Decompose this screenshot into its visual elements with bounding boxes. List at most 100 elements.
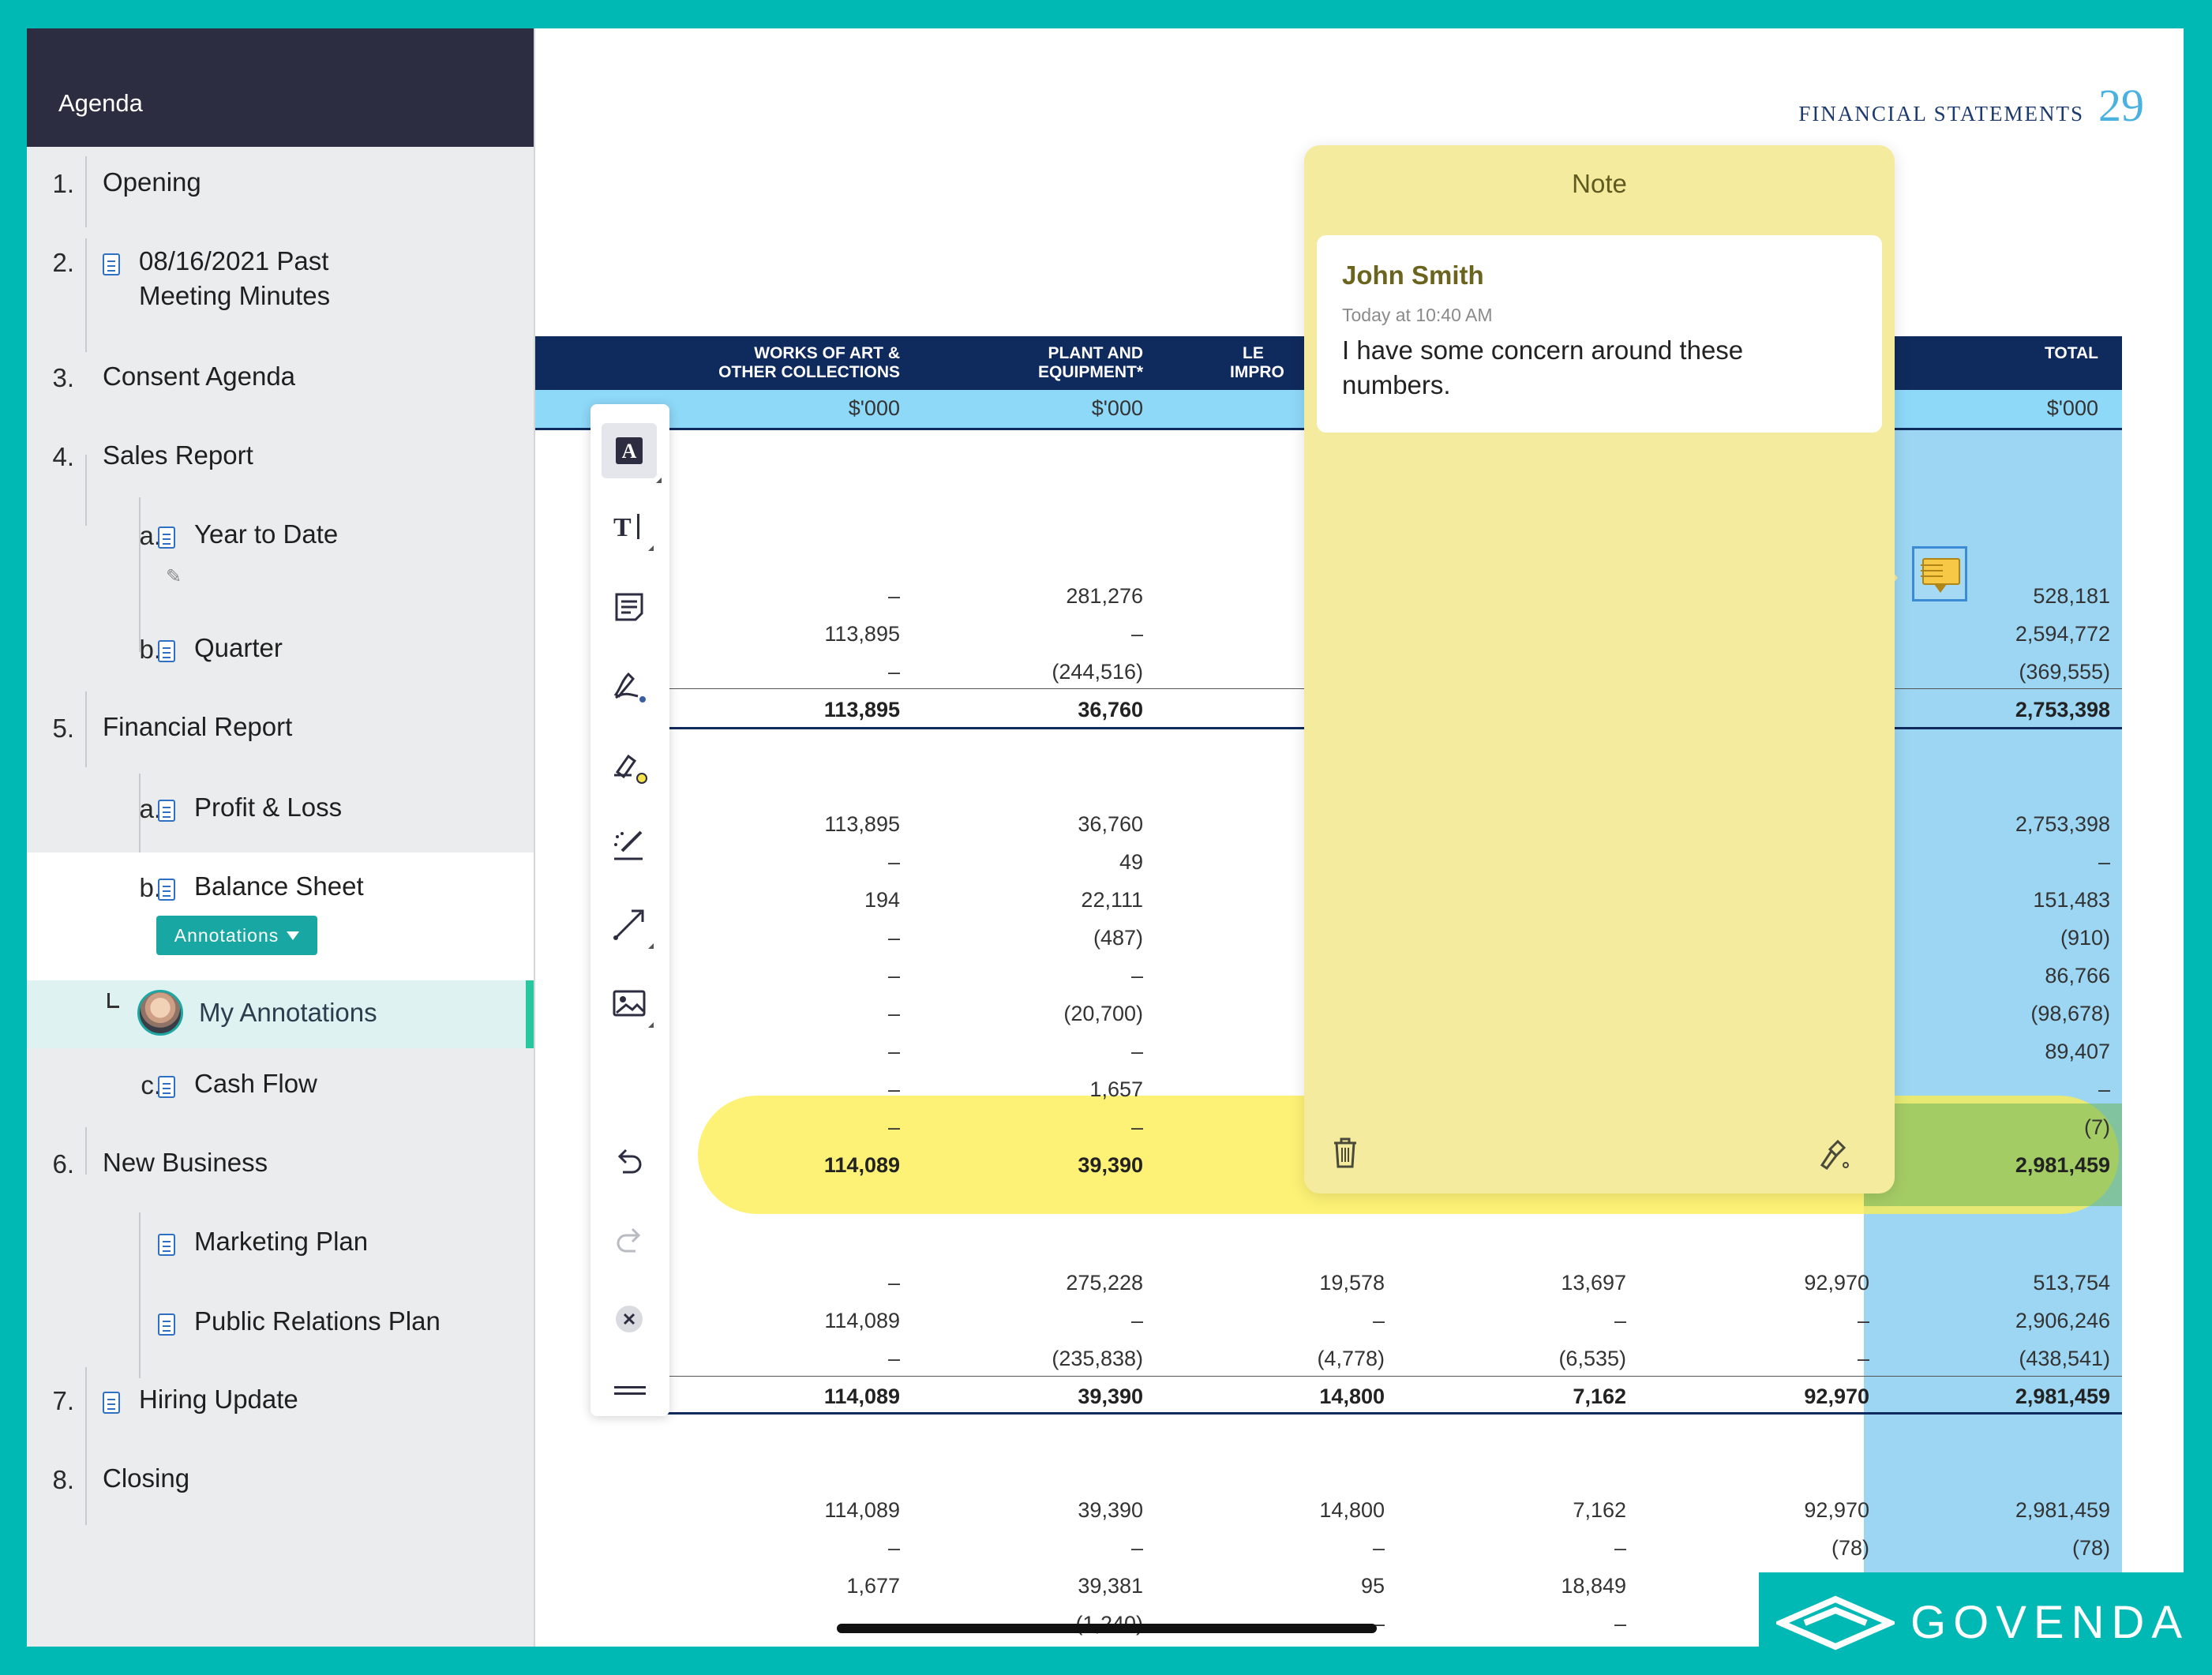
table-cell: 2,594,772 (2015, 622, 2110, 646)
redo-icon (617, 1227, 641, 1253)
table-cell: 1,657 (1089, 1077, 1143, 1101)
table-cell: (235,838) (1052, 1347, 1143, 1370)
annotation-toolbar: A T (590, 404, 669, 1416)
image-tool[interactable] (609, 984, 654, 1028)
table-cell: – (1130, 1115, 1143, 1139)
table-cell: 95 (1360, 1574, 1385, 1598)
table-cell: – (887, 1040, 900, 1063)
clear-button[interactable] (609, 1299, 649, 1339)
highlighter-tool[interactable] (609, 747, 649, 786)
tree-line (85, 455, 87, 526)
color-picker-icon[interactable] (1816, 1135, 1850, 1170)
item-label: Opening (103, 167, 201, 197)
table-cell: 2,981,459 (2015, 1385, 2110, 1408)
item-number: 2. (52, 248, 74, 277)
text-style-tool[interactable]: A (602, 423, 662, 483)
table-cell: 513,754 (2033, 1271, 2110, 1295)
column-header: WORKS OF ART & OTHER COLLECTIONS (654, 344, 900, 382)
table-cell: 7,162 (1573, 1385, 1626, 1408)
table-cell: (910) (2060, 926, 2110, 950)
submenu-corner (648, 545, 654, 551)
item-label: Balance Sheet (194, 871, 364, 901)
annotations-dropdown-button[interactable]: Annotations (156, 916, 317, 955)
table-cell: (78) (2071, 1536, 2110, 1560)
unit-label: $'000 (2046, 396, 2098, 420)
item-letter: b. (139, 873, 161, 902)
item-label: Financial Report (103, 712, 293, 741)
table-cell: 36,760 (1078, 812, 1143, 836)
item-label: Year to Date (194, 519, 339, 549)
table-cell: 92,970 (1804, 1498, 1869, 1522)
column-header-line: OTHER COLLECTIONS (718, 363, 900, 381)
table-cell: 22,111 (1081, 888, 1143, 912)
table-cell: 39,390 (1078, 1498, 1143, 1522)
note-author: John Smith (1342, 260, 1484, 290)
submenu-corner (656, 478, 662, 483)
eraser-icon (614, 830, 643, 860)
sidebar-item-my-annotations[interactable] (27, 980, 534, 1048)
sidebar-title: Agenda (58, 89, 143, 117)
eraser-tool[interactable] (609, 826, 649, 865)
note-marker-icon[interactable] (1912, 546, 1967, 601)
table-cell: – (887, 1115, 900, 1139)
line-tool[interactable] (609, 905, 654, 949)
table-cell: (98,678) (2030, 1002, 2110, 1025)
tree-line (139, 497, 141, 652)
annotations-button-label: Annotations (174, 924, 279, 946)
table-cell: 89,407 (2045, 1040, 2110, 1063)
line-icon (613, 909, 644, 940)
note-line (1921, 575, 1943, 577)
note-text[interactable]: I have some concern around these numbers… (1342, 335, 1744, 399)
table-cell: 2,981,459 (2015, 1498, 2110, 1522)
document-icon (158, 1313, 175, 1336)
item-number: 7. (52, 1386, 74, 1415)
image-icon (613, 990, 646, 1017)
note-icon (615, 593, 643, 621)
submenu-corner (648, 943, 654, 949)
menu-icon[interactable] (614, 1386, 646, 1388)
table-cell: – (1130, 1536, 1143, 1560)
item-label: Cash Flow (194, 1069, 317, 1098)
svg-text:A: A (622, 440, 637, 463)
brand-logo-box (1759, 1572, 2212, 1675)
note-tool[interactable] (609, 587, 649, 627)
unit-label: $'000 (1091, 396, 1143, 420)
note-card[interactable]: John Smith Today at 10:40 AM I have some… (1317, 235, 1882, 433)
text-insert-tool[interactable]: T (609, 507, 654, 551)
table-cell: – (1130, 1040, 1143, 1063)
note-title: Note (1572, 169, 1627, 198)
note-line (1921, 564, 1943, 566)
item-number: 8. (52, 1465, 74, 1494)
submenu-corner (648, 1022, 654, 1028)
table-cell: 92,970 (1804, 1271, 1869, 1295)
column-header-line: EQUIPMENT* (1037, 363, 1143, 381)
table-cell: 528,181 (2033, 584, 2110, 608)
table-cell: – (1130, 622, 1143, 646)
table-cell: 114,089 (823, 1385, 900, 1408)
clear-icon (616, 1306, 643, 1332)
table-cell: 113,895 (824, 622, 900, 646)
table-cell: – (887, 964, 900, 987)
trash-icon[interactable] (1329, 1135, 1361, 1170)
table-cell: 114,089 (824, 1309, 900, 1332)
document-icon (103, 253, 120, 275)
undo-button[interactable] (609, 1141, 649, 1181)
table-cell: (78) (1831, 1536, 1869, 1560)
table-cell: 1,677 (846, 1574, 900, 1598)
item-number: 4. (52, 442, 74, 471)
redo-button[interactable] (609, 1220, 649, 1260)
page-header: FINANCIAL STATEMENTS 29 (1798, 79, 2144, 132)
table-cell: (6,535) (1558, 1347, 1626, 1370)
sidebar-header: Agenda (27, 28, 534, 147)
item-letter: c. (141, 1070, 161, 1100)
pen-tool[interactable] (609, 666, 649, 706)
table-cell: 13,697 (1561, 1271, 1626, 1295)
agenda-sidebar: Agenda 1. Opening 2. 08/16/2021 Past Mee… (27, 28, 535, 1647)
tree-line (85, 1367, 87, 1525)
table-cell: (20,700) (1063, 1002, 1143, 1025)
table-cell: 14,800 (1319, 1498, 1385, 1522)
table-cell: (438,541) (2019, 1347, 2110, 1370)
item-number: 6. (52, 1149, 74, 1178)
table-cell: 39,390 (1078, 1153, 1143, 1177)
table-cell: 275,228 (1066, 1271, 1143, 1295)
